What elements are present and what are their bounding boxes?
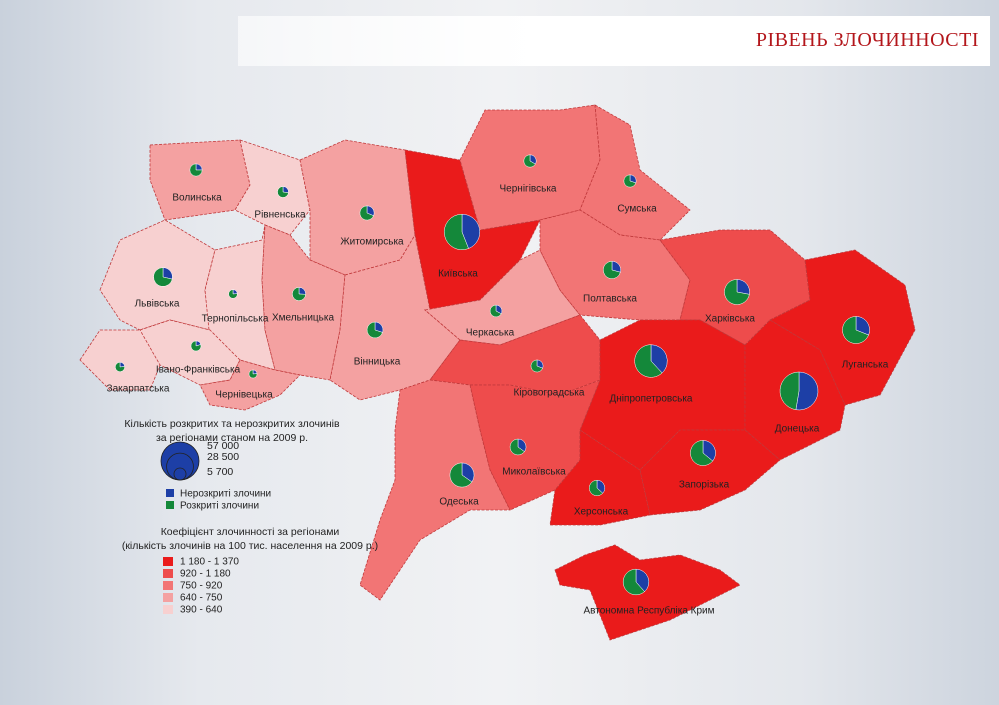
header-bar <box>238 16 990 66</box>
pie-solved <box>449 462 473 488</box>
pie-solved <box>690 440 714 466</box>
region-label: Київська <box>438 269 478 280</box>
pie-solved <box>509 438 525 456</box>
pie-solved <box>523 154 536 168</box>
class-swatch <box>163 593 173 602</box>
pie-solved <box>530 359 543 373</box>
class-label: 750 - 920 <box>180 581 223 592</box>
size-circle <box>160 441 200 481</box>
size-label: 28 500 <box>207 451 239 463</box>
pie-solved <box>603 261 621 279</box>
page-title: РІВЕНЬ ЗЛОЧИННОСТІ <box>755 29 979 51</box>
pie-solved <box>190 340 202 352</box>
region <box>549 429 651 526</box>
region-label: Чернігівська <box>500 184 557 195</box>
pie-solved <box>489 304 502 318</box>
region-label: Житомирська <box>340 237 404 248</box>
pie-solved <box>622 568 645 596</box>
pie-solved <box>724 279 750 305</box>
region-label: Рівненська <box>254 210 306 221</box>
size-label: 57 000 <box>207 440 239 452</box>
region-label: Черкаська <box>466 328 515 339</box>
region-label: Донецька <box>775 424 820 435</box>
pie-solved <box>277 186 289 198</box>
region <box>579 104 691 241</box>
region-label: Кіровоградська <box>514 388 585 399</box>
legend-title: (кількість злочинів на 100 тис. населенн… <box>122 540 378 552</box>
class-label: 1 180 - 1 370 <box>180 557 239 568</box>
region-label: Автономна Республіка Крим <box>583 605 714 617</box>
class-swatch <box>163 557 173 566</box>
region-label: Тернопільська <box>202 314 269 325</box>
pie-solved <box>842 316 869 344</box>
region-label: Полтавська <box>583 294 637 305</box>
legend-swatch <box>166 489 174 497</box>
size-circle <box>173 467 187 481</box>
legend-swatch <box>166 501 174 509</box>
region-label: Харківська <box>705 314 755 325</box>
legend-label: Нерозкриті злочини <box>180 489 271 500</box>
region-label: Чернівецька <box>215 390 273 401</box>
region-label: Миколаївська <box>502 467 566 478</box>
size-label: 5 700 <box>207 466 233 478</box>
pie-solved <box>634 344 663 378</box>
pie-solved <box>292 287 306 301</box>
class-swatch <box>163 581 173 590</box>
region <box>299 139 416 276</box>
pie-unsolved <box>635 568 650 592</box>
pie-solved <box>623 174 637 188</box>
pie-solved <box>589 479 604 497</box>
region <box>554 544 741 641</box>
region <box>359 379 511 601</box>
region-label: Сумська <box>617 204 657 215</box>
legend-title: Коефіцієнт злочинності за регіонами <box>161 526 340 538</box>
region-label: Одеська <box>439 497 479 508</box>
class-label: 390 - 640 <box>180 605 223 616</box>
legend-title: Кількість розкритих та нерозкритих злочи… <box>124 418 340 430</box>
region-label: Дніпропетровська <box>610 394 693 405</box>
pie-unsolved <box>855 316 870 336</box>
pie-unsolved <box>702 440 716 462</box>
pie-solved <box>153 267 173 287</box>
region-label: Закарпатська <box>107 384 170 395</box>
pie-solved <box>189 163 203 177</box>
class-swatch <box>163 569 173 578</box>
pie-unsolved <box>461 213 481 249</box>
class-label: 920 - 1 180 <box>180 569 231 580</box>
pie-solved <box>359 205 374 221</box>
region-label: Запорізька <box>679 480 730 491</box>
pie-unsolved <box>461 462 475 483</box>
region <box>149 139 251 221</box>
legend-title: за регіонами станом на 2009 р. <box>156 432 308 444</box>
region-label: Івано-Франківська <box>156 365 241 376</box>
pie-solved <box>366 321 383 339</box>
region <box>199 359 301 411</box>
pie-unsolved <box>650 344 668 374</box>
region-label: Львівська <box>135 299 180 310</box>
region-label: Вінницька <box>354 357 401 368</box>
pie-solved <box>228 289 238 299</box>
class-label: 640 - 750 <box>180 593 223 604</box>
pie-solved <box>248 369 258 379</box>
pie-solved <box>779 371 800 411</box>
region-label: Херсонська <box>574 507 629 518</box>
class-swatch <box>163 605 173 614</box>
legend-label: Розкриті злочини <box>180 501 259 512</box>
pie-solved <box>115 362 125 372</box>
region-label: Хмельницька <box>272 313 334 324</box>
region-label: Луганська <box>842 360 889 371</box>
pie-unsolved <box>795 371 819 411</box>
pie-solved <box>443 213 469 251</box>
region-label: Волинська <box>172 193 222 204</box>
